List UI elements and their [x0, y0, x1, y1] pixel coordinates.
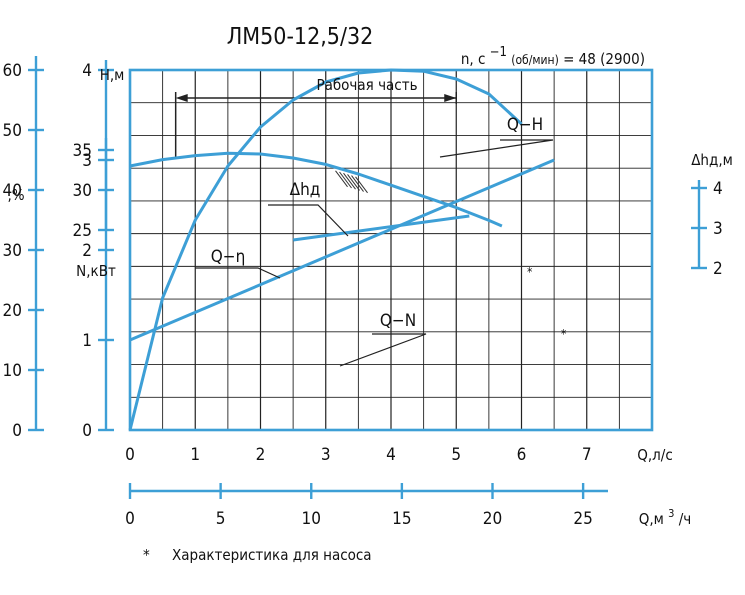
- x-axis-tick-label: 3: [321, 445, 331, 465]
- series-leader: [339, 333, 427, 367]
- h-axis-label: H,м: [100, 66, 125, 84]
- series-label-qn: Q−N: [380, 311, 416, 331]
- n-axis-tick-label: 0: [82, 421, 92, 441]
- plot-frame: [128, 68, 654, 432]
- labels: ЛМ50-12,5/32 n, с −1 (об/мин) = 48 (2900…: [7, 24, 732, 564]
- pump-mark-n: *: [561, 327, 567, 341]
- hatch-line: [335, 170, 348, 188]
- series-leader: [195, 267, 281, 279]
- dh-axis-tick-label: 3: [713, 219, 723, 239]
- x-axis-tick-label: 5: [451, 445, 461, 465]
- footnote-text: Характеристика для насоса: [172, 546, 372, 564]
- x2-axis-tick-label: 10: [302, 509, 321, 529]
- x2-axis-tick-label: 25: [573, 509, 592, 529]
- grid: [130, 70, 652, 430]
- series-label-eta: Q−η: [211, 247, 246, 267]
- working-range-arrow-left: [175, 94, 188, 102]
- dh-axis-tick-label: 4: [713, 179, 723, 199]
- x-axis-tick-label: 4: [386, 445, 396, 465]
- working-range-arrow-right: [444, 94, 457, 102]
- n-axis-tick-label: 4: [82, 61, 92, 81]
- eta-axis-tick-label: 0: [12, 421, 22, 441]
- speed-note-unit: (об/мин): [511, 53, 559, 67]
- eta-axis-label: ,%: [7, 186, 24, 204]
- n-axis-tick-label: 2: [82, 241, 92, 261]
- hatch-line: [351, 175, 364, 192]
- eta-axis-tick-label: 50: [3, 121, 22, 141]
- eta-axis-tick-label: 40: [3, 181, 22, 201]
- curve-qh: [129, 151, 503, 228]
- speed-note: n, с −1 (об/мин) = 48 (2900): [461, 42, 645, 68]
- x2-axis-tick-label: 20: [483, 509, 502, 529]
- h-axis-tick-label: 25: [73, 221, 92, 241]
- eta-axis-tick-label: 30: [3, 241, 22, 261]
- x-axis-label: Q,л/с: [637, 446, 673, 464]
- n-axis-label: N,кВт: [76, 262, 116, 280]
- curves: [128, 68, 555, 431]
- x2-axis-label-base: Q,м: [639, 510, 664, 528]
- hatch-line: [339, 171, 352, 189]
- x-axis-tick-label: 0: [125, 445, 135, 465]
- x2-axis-label: Q,м 3 /ч: [639, 503, 692, 528]
- hatch-line: [343, 172, 356, 190]
- eta-axis-tick-label: 20: [3, 301, 22, 321]
- curve-eta: [128, 68, 523, 431]
- series-leader: [439, 139, 554, 158]
- hatch-line: [347, 174, 360, 191]
- n-axis-tick-label: 3: [82, 151, 92, 171]
- series-label-qh: Q−H: [507, 115, 543, 135]
- x2-axis-label-sup: 3: [668, 507, 674, 520]
- h-axis-tick-label: 30: [73, 181, 92, 201]
- eta-axis-tick-label: 10: [3, 361, 22, 381]
- dh-axis-tick-label: 2: [713, 259, 723, 279]
- x-axis-tick-label: 6: [517, 445, 527, 465]
- hatch-line: [355, 176, 368, 194]
- x2-axis-label-tail: /ч: [679, 510, 692, 528]
- curve-qn: [129, 158, 555, 342]
- series-label-dh: Δhд: [290, 180, 321, 200]
- curve-dh: [292, 214, 470, 242]
- pump-mark-eta: *: [527, 265, 533, 279]
- x-axis-tick-label: 7: [582, 445, 592, 465]
- x2-axis-tick-label: 5: [216, 509, 226, 529]
- speed-note-prefix: n, с: [461, 50, 486, 68]
- n-axis-tick-label: 1: [82, 331, 92, 351]
- chart-title: ЛМ50-12,5/32: [227, 24, 374, 50]
- speed-note-exponent: −1: [490, 45, 507, 60]
- x-axis-tick-label: 1: [190, 445, 200, 465]
- series-leader: [268, 204, 349, 237]
- eta-axis-tick-label: 60: [3, 61, 22, 81]
- x-axis-tick-label: 2: [256, 445, 266, 465]
- working-range-label: Рабочая часть: [316, 76, 417, 94]
- h-axis-tick-label: 35: [73, 141, 92, 161]
- dh-axis-label: Δhд,м: [691, 151, 733, 169]
- speed-note-value: = 48 (2900): [563, 50, 645, 68]
- x2-axis-tick-label: 15: [392, 509, 411, 529]
- footnote-mark: *: [143, 546, 150, 564]
- x2-axis-tick-label: 0: [125, 509, 135, 529]
